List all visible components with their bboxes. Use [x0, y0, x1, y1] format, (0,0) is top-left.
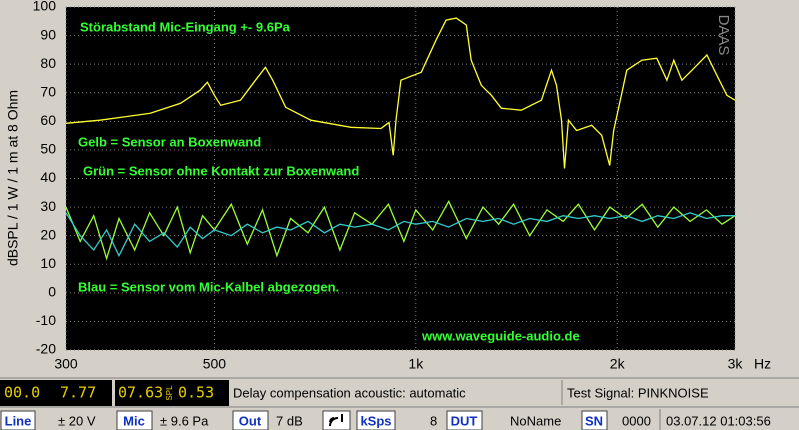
readout: 0.53 — [178, 384, 214, 402]
y-tick-label: 40 — [40, 169, 56, 185]
y-tick-label: 30 — [40, 198, 56, 214]
x-tick-label: 3k — [728, 356, 744, 372]
button[interactable] — [356, 410, 396, 430]
signal-status: Test Signal: PINKNOISE — [567, 385, 709, 400]
annotation: Grün = Sensor ohne Kontakt zur Boxenwand — [83, 163, 359, 178]
x-tick-label: 300 — [54, 356, 78, 372]
button[interactable] — [446, 410, 483, 430]
y-tick-label: 70 — [40, 83, 56, 99]
y-axis-label: dBSPL / 1 W / 1 m at 8 Ohm — [5, 90, 21, 266]
y-tick-label: 10 — [40, 255, 56, 271]
y-tick-label: 20 — [40, 226, 56, 242]
x-tick-label: 500 — [203, 356, 227, 372]
control-value: ± 20 V — [58, 413, 96, 428]
x-tick-label: 2k — [610, 356, 626, 372]
plot-area — [66, 7, 735, 350]
annotation: Gelb = Sensor an Boxenwand — [78, 134, 261, 149]
control-value: NoName — [510, 413, 561, 428]
series-line — [65, 212, 735, 258]
control-value: 0000 — [622, 413, 651, 428]
y-tick-label: -10 — [36, 312, 56, 328]
y-tick-label: 50 — [40, 141, 56, 157]
button-label[interactable]: Mic — [123, 413, 145, 428]
control-value: 7 dB — [276, 413, 303, 428]
control-value: ± 9.6 Pa — [160, 413, 209, 428]
series-line — [65, 17, 736, 169]
x-tick-label: 1k — [408, 356, 424, 372]
button[interactable] — [232, 410, 269, 430]
annotation: www.waveguide-audio.de — [421, 328, 580, 343]
readout: 00.0 — [4, 384, 40, 402]
delay-status: Delay compensation acoustic: automatic — [233, 385, 466, 400]
annotation: Blau = Sensor vom Mic-Kalbel abgezogen. — [78, 279, 339, 294]
readout: 07.63 — [118, 384, 163, 402]
series-line — [65, 199, 736, 261]
button-label[interactable]: Line — [5, 413, 32, 428]
lcd — [0, 380, 112, 406]
button-label[interactable]: Out — [239, 413, 262, 428]
watermark: DAAS — [715, 15, 732, 56]
lines — [65, 17, 736, 261]
y-tick-label: -20 — [36, 341, 56, 357]
button[interactable] — [116, 410, 153, 430]
y-tick-label: 0 — [48, 284, 56, 300]
control-value: 8 — [430, 413, 437, 428]
x-axis-unit: Hz — [754, 356, 771, 372]
lcd — [115, 380, 229, 406]
button-label[interactable]: DUT — [451, 413, 478, 428]
button-label[interactable]: SN — [585, 413, 603, 428]
button[interactable] — [581, 410, 608, 430]
y-tick-label: 60 — [40, 112, 56, 128]
button-label[interactable]: kSps — [360, 413, 391, 428]
y-tick-label: 90 — [40, 26, 56, 42]
readout-unit: SPL — [165, 385, 174, 401]
timestamp: 03.07.12 01:03:56 — [666, 413, 771, 428]
y-tick-label: 80 — [40, 55, 56, 71]
button[interactable] — [0, 410, 36, 430]
icon-button[interactable] — [322, 410, 351, 430]
readout: 7.77 — [60, 384, 96, 402]
icon — [329, 414, 343, 427]
chart-title: Störabstand Mic-Eingang +- 9.6Pa — [80, 19, 291, 34]
y-tick-label: 100 — [33, 0, 57, 14]
